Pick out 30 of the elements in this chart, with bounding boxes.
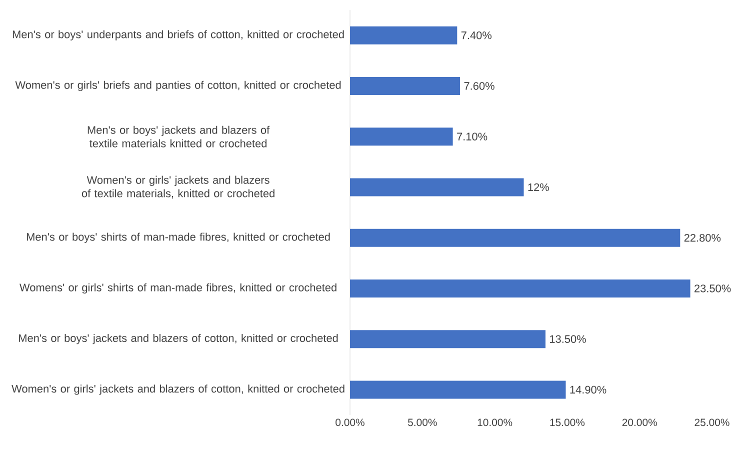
data-label: 23.50% xyxy=(694,284,731,292)
bar xyxy=(350,279,690,298)
x-tick-label: 0.00% xyxy=(336,418,364,426)
x-tick-label: 5.00% xyxy=(408,418,437,426)
y-tick-label: Men's or boys' underpants and briefs of cotton, knitted or crocheted xyxy=(12,30,344,40)
data-label: 7.10% xyxy=(457,132,488,140)
data-label: 7.40% xyxy=(461,31,492,40)
bar xyxy=(350,178,524,196)
bar xyxy=(350,330,546,348)
x-tick-label: 25.00% xyxy=(694,418,730,426)
data-label: 12% xyxy=(528,183,549,192)
data-label: 22.80% xyxy=(684,234,721,242)
x-tick-label: 15.00% xyxy=(550,418,585,426)
data-label: 14.90% xyxy=(570,386,606,394)
y-tick-label: Women's or girls' jackets and blazers of cotton, knitted or crocheted xyxy=(12,384,344,395)
y-tick-label: Men's or boys' jackets and blazers of cotton, knitted or crocheted xyxy=(19,334,338,344)
y-tick-label: Men's or boys' jackets and blazers of textile materials knitted or crocheted xyxy=(88,126,270,148)
data-label: 13.50% xyxy=(550,335,586,343)
x-tick-label: 10.00% xyxy=(478,418,512,426)
y-tick-label: Womens' or girls' shirts of man-made fibres, knitted or crocheted xyxy=(20,283,336,294)
data-label: 7.60% xyxy=(464,82,494,90)
bar xyxy=(350,76,460,95)
bar xyxy=(350,228,680,247)
bar xyxy=(350,26,458,44)
y-tick-label: Men's or boys' shirts of man-made fibres, knitted or crocheted xyxy=(26,232,330,243)
bar xyxy=(350,380,566,399)
y-tick-label: Women's or girls' briefs and panties of cotton, knitted or crocheted xyxy=(15,80,341,92)
bar xyxy=(350,128,453,146)
y-tick-label: Women's or girls' jackets and blazers of textile materials, knitted or crocheted xyxy=(82,176,274,199)
x-tick-label: 20.00% xyxy=(622,418,657,426)
